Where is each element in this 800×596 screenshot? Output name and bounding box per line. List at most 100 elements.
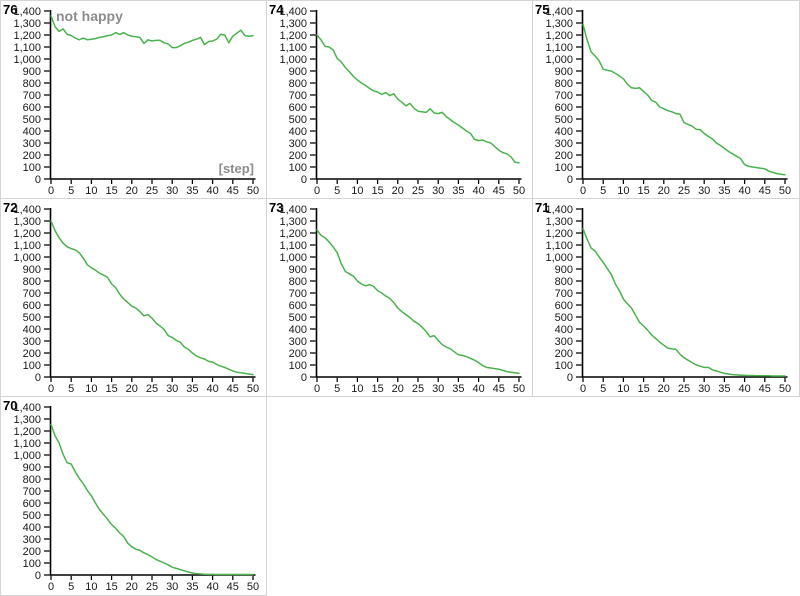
y-tick-label: 1,000 bbox=[13, 252, 41, 264]
y-tick-label: 1,100 bbox=[279, 240, 307, 252]
y-tick-label: 600 bbox=[555, 300, 573, 312]
y-tick-label: 0 bbox=[301, 174, 307, 186]
y-tick-label: 600 bbox=[289, 102, 307, 114]
x-tick-label: 35 bbox=[452, 383, 464, 395]
y-tick-label: 200 bbox=[289, 348, 307, 360]
y-tick-label: 1,300 bbox=[545, 18, 573, 30]
y-tick-label: 400 bbox=[23, 522, 41, 534]
x-tick-label: 50 bbox=[513, 383, 525, 395]
y-tick-label: 800 bbox=[289, 276, 307, 288]
chart-panel-71: 71 0 100 200 300 400 500 600 700 800 900 1,000 1,100… bbox=[532, 198, 800, 397]
y-tick-label: 300 bbox=[23, 138, 41, 150]
plot-line bbox=[316, 34, 520, 164]
chart-panel-73: 73 0 100 200 300 400 500 600 700 800 900 1,000 1,100… bbox=[266, 198, 533, 397]
x-tick-label: 20 bbox=[126, 185, 138, 197]
x-tick-label: 50 bbox=[513, 185, 525, 197]
y-tick-label: 800 bbox=[555, 276, 573, 288]
y-tick-label: 1,200 bbox=[13, 30, 41, 42]
y-tick-label: 900 bbox=[23, 66, 41, 78]
y-tick-label: 700 bbox=[23, 90, 41, 102]
y-tick-label: 700 bbox=[555, 288, 573, 300]
y-tick-label: 300 bbox=[289, 138, 307, 150]
chart-panel-75: 75 0 100 200 300 400 500 600 700 800 900 1,000 1,100… bbox=[532, 0, 800, 199]
x-tick-label: 35 bbox=[718, 185, 730, 197]
x-tick-label: 30 bbox=[698, 383, 710, 395]
y-tick-label: 300 bbox=[555, 336, 573, 348]
chart-panel-70: 70 0 100 200 300 400 500 600 700 800 900 1,000 1,100… bbox=[0, 396, 267, 596]
x-tick-label: 5 bbox=[600, 185, 606, 197]
x-tick-label: 25 bbox=[146, 581, 158, 593]
x-tick-label: 35 bbox=[718, 383, 730, 395]
x-tick-label: 10 bbox=[85, 185, 97, 197]
x-tick-label: 10 bbox=[85, 581, 97, 593]
x-tick-label: 45 bbox=[759, 185, 771, 197]
y-tick-label: 400 bbox=[289, 324, 307, 336]
y-tick-label: 400 bbox=[555, 126, 573, 138]
x-tick-label: 0 bbox=[314, 185, 320, 197]
x-tick-label: 15 bbox=[371, 383, 383, 395]
y-tick-label: 0 bbox=[35, 570, 41, 582]
chart-svg-74: 7401002003004005006007008009001,0001,100… bbox=[269, 2, 525, 197]
y-tick-label: 200 bbox=[289, 150, 307, 162]
y-tick-label: 700 bbox=[289, 288, 307, 300]
chart-svg-75: 7501002003004005006007008009001,0001,100… bbox=[535, 2, 791, 197]
y-tick-label: 1,200 bbox=[545, 228, 573, 240]
series-annotation: not happy bbox=[56, 8, 123, 24]
y-tick-label: 1,200 bbox=[279, 228, 307, 240]
y-tick-label: 100 bbox=[555, 360, 573, 372]
y-tick-label: 100 bbox=[23, 558, 41, 570]
x-tick-label: 45 bbox=[227, 581, 239, 593]
y-tick-label: 700 bbox=[23, 288, 41, 300]
y-tick-label: 1,400 bbox=[279, 204, 307, 216]
x-tick-label: 45 bbox=[493, 383, 505, 395]
y-tick-label: 1,000 bbox=[545, 54, 573, 66]
y-tick-label: 1,100 bbox=[13, 438, 41, 450]
y-tick-label: 1,200 bbox=[545, 30, 573, 42]
x-tick-label: 5 bbox=[68, 185, 74, 197]
y-tick-label: 100 bbox=[289, 360, 307, 372]
y-tick-label: 0 bbox=[301, 372, 307, 384]
y-tick-label: 400 bbox=[23, 126, 41, 138]
y-tick-label: 900 bbox=[23, 462, 41, 474]
y-tick-label: 800 bbox=[289, 78, 307, 90]
x-tick-label: 5 bbox=[334, 383, 340, 395]
x-tick-label: 50 bbox=[779, 383, 791, 395]
x-tick-label: 20 bbox=[392, 383, 404, 395]
y-tick-label: 400 bbox=[289, 126, 307, 138]
y-tick-label: 1,400 bbox=[545, 204, 573, 216]
x-tick-label: 30 bbox=[432, 185, 444, 197]
x-tick-label: 20 bbox=[658, 383, 670, 395]
y-tick-label: 1,100 bbox=[545, 42, 573, 54]
y-tick-label: 1,000 bbox=[279, 54, 307, 66]
x-tick-label: 10 bbox=[617, 383, 629, 395]
x-tick-label: 15 bbox=[105, 581, 117, 593]
x-tick-label: 50 bbox=[779, 185, 791, 197]
x-tick-label: 45 bbox=[759, 383, 771, 395]
run-number-label: 72 bbox=[3, 200, 17, 215]
x-tick-label: 10 bbox=[351, 383, 363, 395]
chart-panel-74: 74 0 100 200 300 400 500 600 700 800 900 1,000 1,100… bbox=[266, 0, 533, 199]
y-tick-label: 1,300 bbox=[13, 18, 41, 30]
y-tick-label: 200 bbox=[555, 150, 573, 162]
y-tick-label: 100 bbox=[23, 162, 41, 174]
y-tick-label: 500 bbox=[289, 312, 307, 324]
y-tick-label: 600 bbox=[289, 300, 307, 312]
x-tick-label: 25 bbox=[678, 383, 690, 395]
x-tick-label: 30 bbox=[166, 383, 178, 395]
x-tick-label: 5 bbox=[334, 185, 340, 197]
y-tick-label: 1,200 bbox=[279, 30, 307, 42]
y-tick-label: 1,100 bbox=[545, 240, 573, 252]
x-tick-label: 40 bbox=[738, 185, 750, 197]
chart-svg-70: 7001002003004005006007008009001,0001,100… bbox=[3, 398, 259, 593]
x-tick-label: 40 bbox=[206, 185, 218, 197]
plot-line bbox=[316, 229, 520, 375]
step-axis-label: [step] bbox=[219, 161, 254, 176]
y-tick-label: 600 bbox=[555, 102, 573, 114]
x-tick-label: 40 bbox=[206, 581, 218, 593]
y-tick-label: 800 bbox=[23, 474, 41, 486]
y-tick-label: 300 bbox=[23, 336, 41, 348]
chart-svg-76: 7601002003004005006007008009001,0001,100… bbox=[3, 2, 259, 197]
run-number-label: 74 bbox=[269, 2, 284, 17]
y-tick-label: 1,300 bbox=[545, 216, 573, 228]
y-tick-label: 0 bbox=[567, 174, 573, 186]
